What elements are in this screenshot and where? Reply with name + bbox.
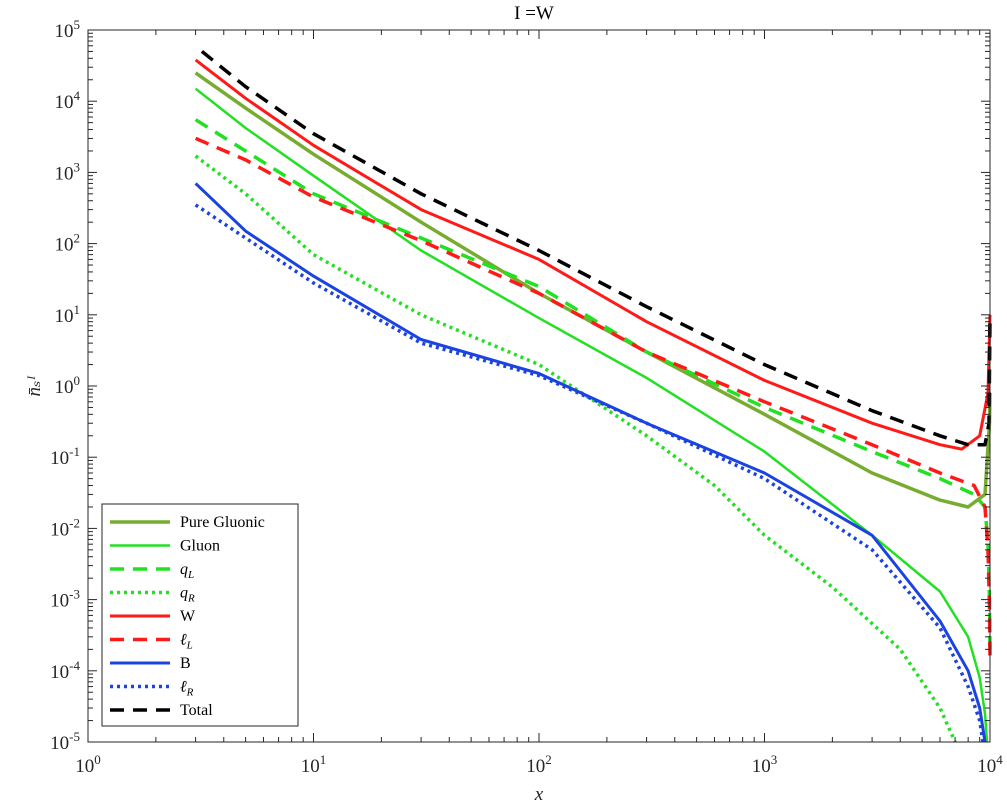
series-line-1 — [194, 87, 989, 743]
series-line-2 — [194, 118, 992, 650]
legend: Pure Gluonic Gluon qL qR WℓL BℓR Total — [101, 503, 299, 727]
tick-layer: 100 101 102 103 104 10-5 10-4 10-3 10-2 10-1 100 10… — [50, 17, 1003, 777]
series-line-5 — [194, 136, 992, 659]
y-tick-label: 10-4 — [50, 658, 80, 683]
chart-title: I =W — [514, 3, 554, 24]
y-tick-label: 102 — [55, 231, 81, 256]
x-tick-label: 101 — [301, 752, 327, 777]
series-line-4 — [194, 58, 992, 451]
y-tick-label: 104 — [55, 88, 81, 113]
series-line-8 — [200, 50, 992, 447]
x-axis-label: x — [534, 784, 544, 805]
y-tick-label: 10-1 — [50, 444, 80, 469]
x-tick-label: 103 — [752, 752, 778, 777]
legend-label-3: qR — [180, 585, 195, 605]
x-tick-label: 100 — [75, 752, 101, 777]
legend-label-2: qL — [180, 561, 194, 581]
x-tick-label: 102 — [526, 752, 552, 777]
series-line-6 — [194, 182, 987, 743]
y-tick-label: 105 — [55, 17, 81, 42]
legend-label-7: ℓR — [180, 679, 194, 699]
legend-label-8: Total — [180, 702, 213, 719]
y-tick-label: 101 — [55, 302, 81, 327]
y-tick-label: 103 — [55, 159, 81, 184]
legend-label-4: W — [180, 608, 196, 625]
series-line-3 — [194, 154, 957, 743]
legend-label-5: ℓL — [180, 632, 193, 652]
legend-label-0: Pure Gluonic — [180, 514, 265, 531]
y-tick-label: 10-3 — [50, 587, 80, 612]
y-tick-label: 10-5 — [50, 729, 80, 754]
legend-label-6: B — [180, 655, 191, 672]
y-tick-label: 10-2 — [50, 515, 80, 540]
series-line-7 — [194, 203, 985, 743]
legend-label-1: Gluon — [180, 538, 220, 555]
x-tick-label: 104 — [977, 752, 1003, 777]
y-axis-label: n̄ₛᴵ — [24, 376, 45, 397]
series-layer — [194, 50, 992, 743]
y-tick-label: 100 — [55, 373, 81, 398]
